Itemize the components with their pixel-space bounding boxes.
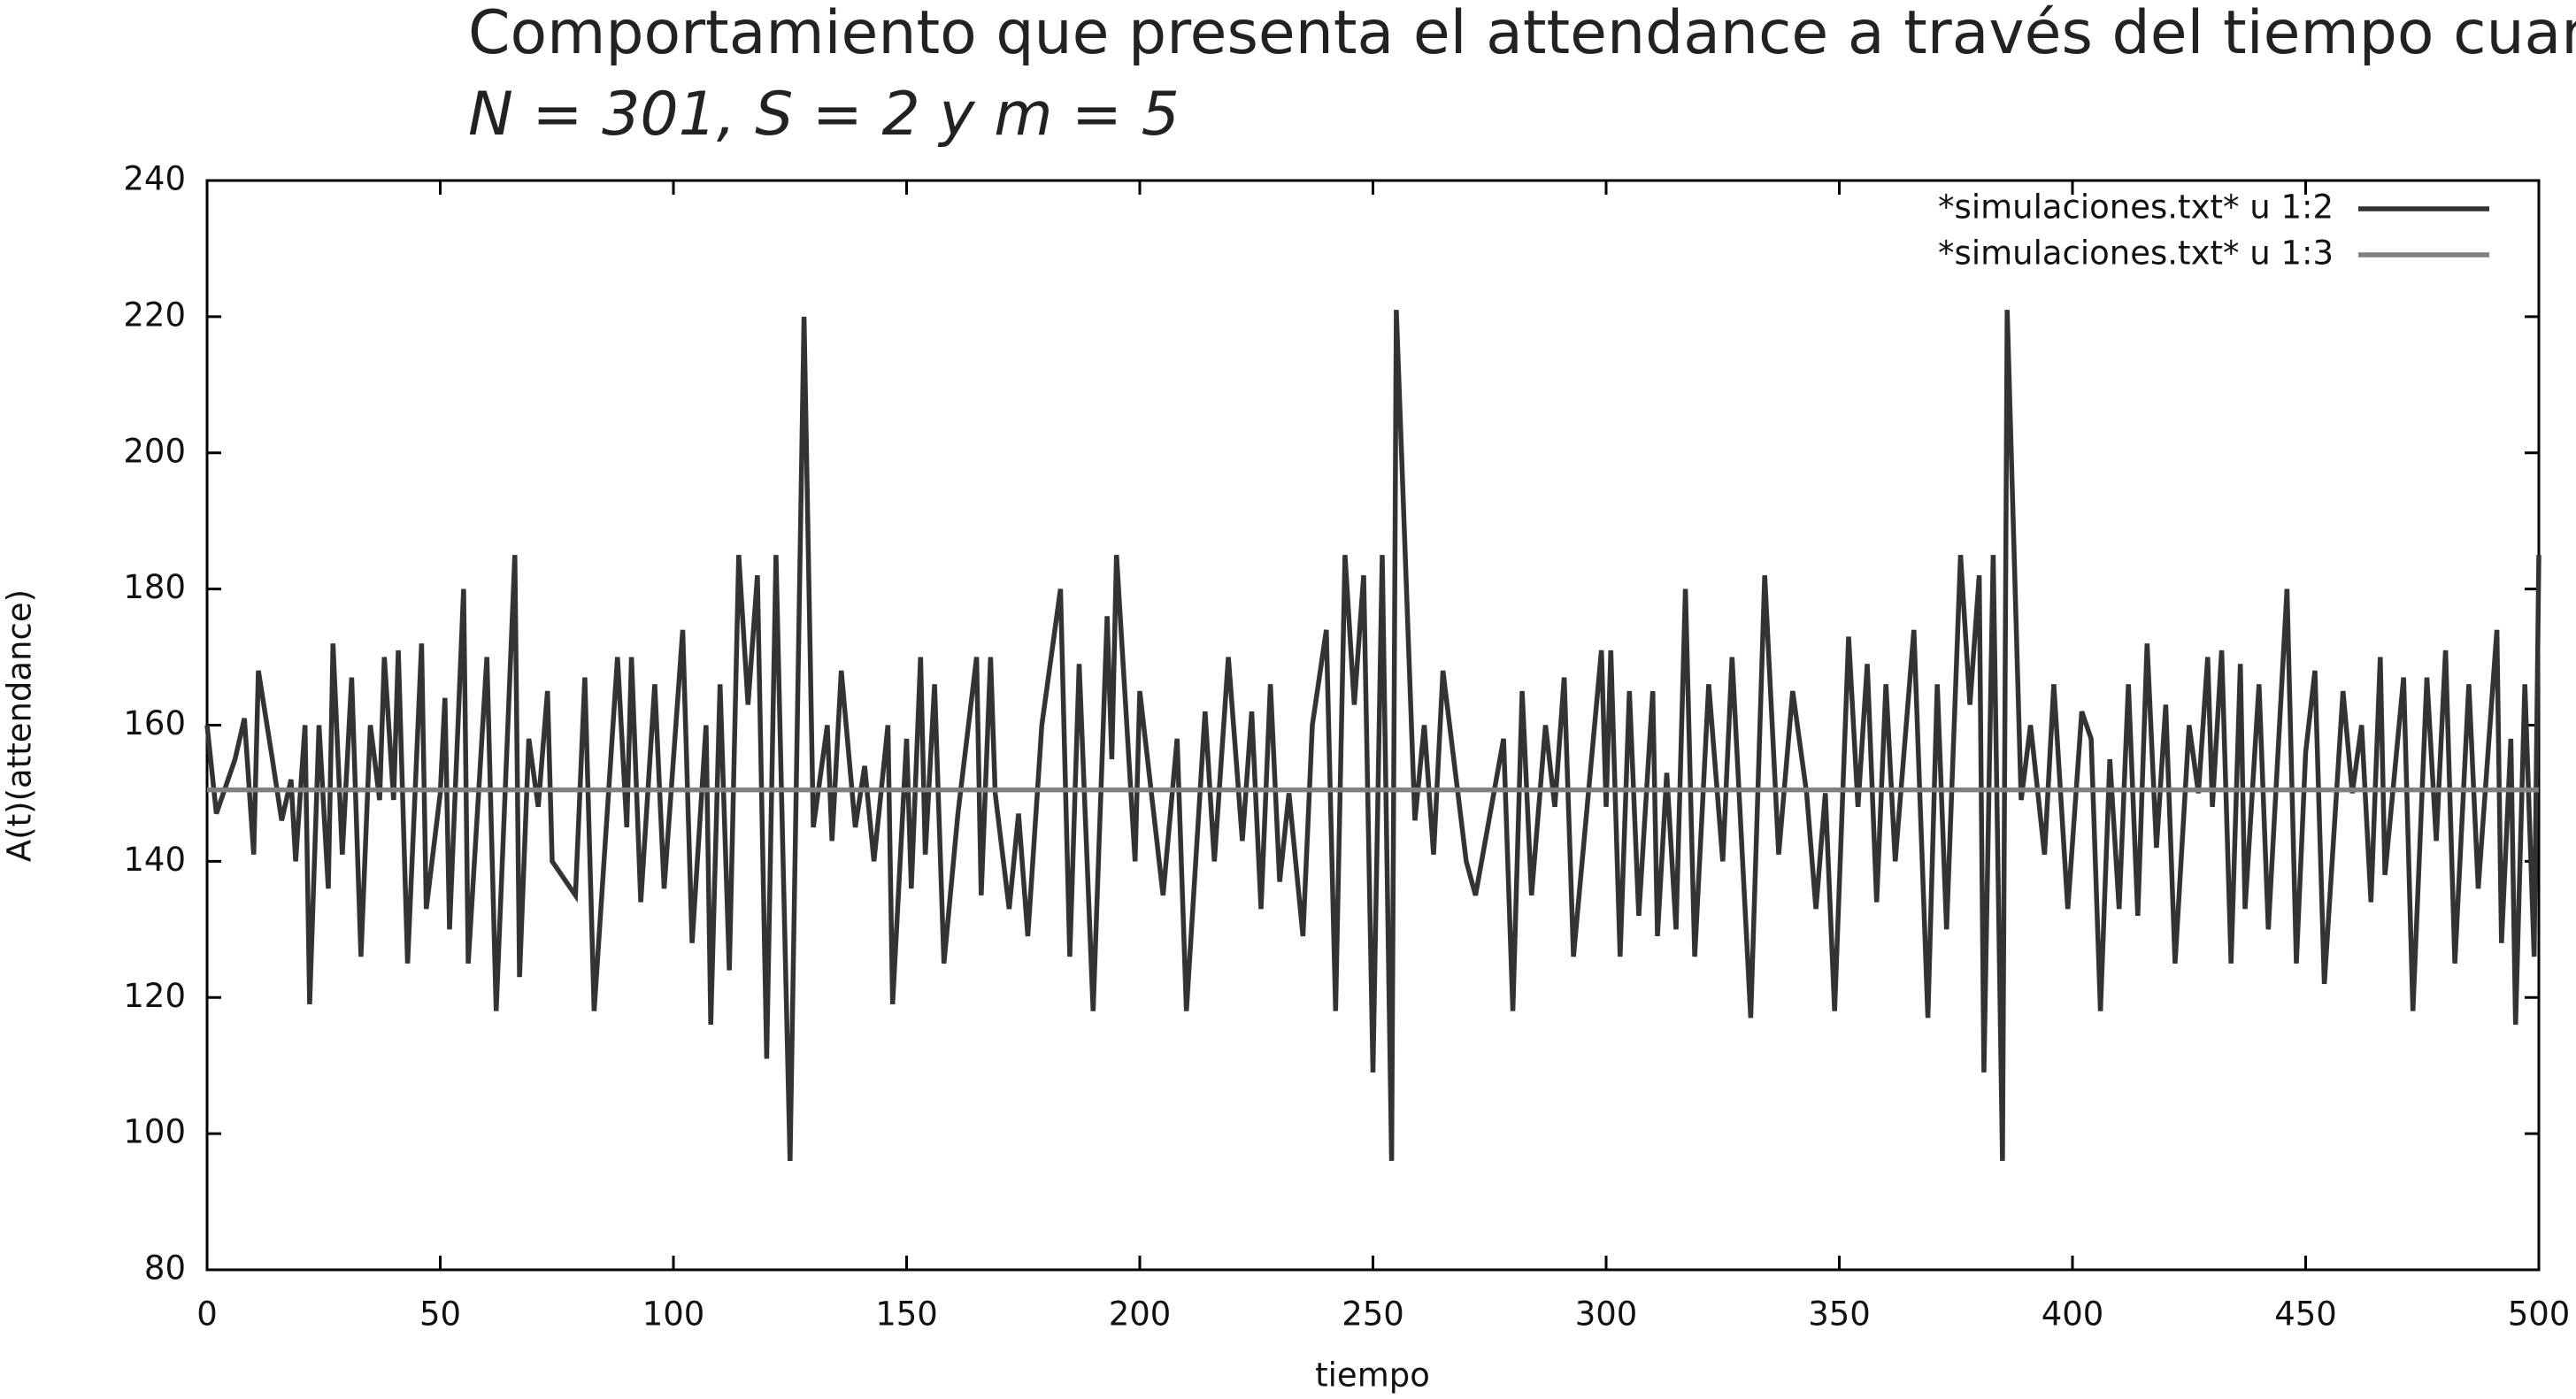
chart-title: N = 301, S = 2 y m = 5 <box>468 80 1180 150</box>
x-tick-label: 0 <box>196 1295 218 1334</box>
x-tick-label: 50 <box>419 1295 461 1334</box>
legend-label: *simulaciones.txt* u 1:3 <box>1938 234 2334 273</box>
y-tick-label: 200 <box>123 432 186 470</box>
y-tick-label: 160 <box>123 704 186 742</box>
y-axis-label: A(t)(attendance) <box>1 589 39 862</box>
y-tick-label: 100 <box>123 1113 186 1151</box>
x-axis-label: tiempo <box>1315 1357 1430 1395</box>
y-tick-label: 140 <box>123 841 186 879</box>
data-line <box>204 310 2541 1161</box>
y-tick-label: 240 <box>123 160 186 198</box>
x-tick-label: 300 <box>1575 1295 1638 1334</box>
y-tick-label: 220 <box>123 296 186 334</box>
x-tick-label: 250 <box>1342 1295 1404 1334</box>
x-tick-label: 200 <box>1109 1295 1172 1334</box>
legend-label: *simulaciones.txt* u 1:2 <box>1938 188 2334 227</box>
x-tick-label: 100 <box>642 1295 705 1334</box>
chart-title: Comportamiento que presenta el attendanc… <box>468 0 2576 68</box>
x-tick-label: 450 <box>2274 1295 2337 1334</box>
x-tick-label: 350 <box>1808 1295 1871 1334</box>
x-tick-label: 500 <box>2508 1295 2571 1334</box>
x-tick-label: 150 <box>875 1295 938 1334</box>
y-tick-label: 120 <box>123 977 186 1015</box>
x-tick-label: 400 <box>2042 1295 2104 1334</box>
y-tick-label: 80 <box>144 1249 186 1288</box>
y-tick-label: 180 <box>123 568 186 606</box>
